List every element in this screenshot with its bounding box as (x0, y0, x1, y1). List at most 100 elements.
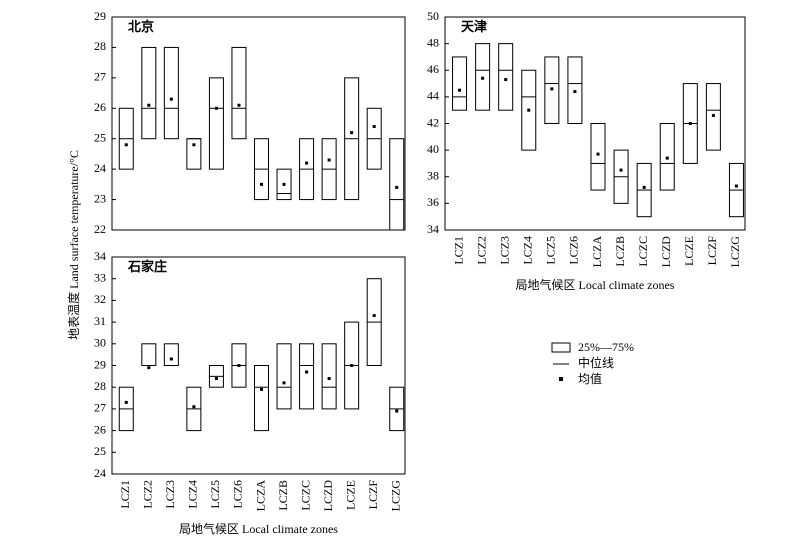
mean-dot (305, 370, 309, 374)
mean-dot (642, 185, 646, 189)
y-tick-label: 34 (94, 249, 106, 263)
y-tick-label: 26 (94, 422, 106, 436)
iqr-box (231, 46, 247, 140)
iqr-box (141, 343, 157, 366)
iqr-box (276, 343, 292, 410)
y-tick-label: 50 (427, 9, 439, 23)
iqr-box (452, 56, 468, 111)
mean-dot (214, 106, 218, 110)
x-tick-label: LCZE (682, 236, 696, 266)
y-tick-label: 36 (427, 195, 439, 209)
mean-dot (573, 90, 577, 94)
x-tick-label: LCZ3 (163, 480, 177, 509)
mean-dot (711, 114, 715, 118)
mean-dot (395, 409, 399, 413)
y-tick-label: 48 (427, 35, 439, 49)
mean-dot (192, 143, 196, 147)
iqr-box (163, 46, 179, 140)
mean-dot (260, 182, 263, 186)
x-tick-label: LCZ5 (208, 480, 222, 509)
legend-label: 中位线 (578, 355, 614, 370)
iqr-box (521, 69, 537, 151)
mean-dot (305, 161, 309, 165)
x-tick-label: LCZ3 (497, 236, 511, 265)
mean-dot (237, 364, 241, 367)
iqr-box (276, 168, 292, 201)
iqr-box (475, 43, 491, 111)
iqr-box (567, 56, 583, 124)
y-tick-label: 25 (94, 130, 106, 144)
y-tick-label: 46 (427, 62, 439, 76)
legend-box-icon (551, 342, 571, 353)
iqr-box (141, 46, 157, 140)
x-tick-label: LCZ4 (186, 480, 200, 509)
mean-dot (147, 366, 151, 370)
mean-dot (282, 182, 286, 186)
y-tick-label: 28 (94, 39, 106, 53)
y-axis-label: 地表温度 Land surface temperature/°C (66, 150, 81, 340)
y-tick-label: 25 (94, 444, 106, 458)
iqr-box (163, 343, 179, 366)
x-tick-label: LCZD (321, 480, 335, 512)
iqr-box (254, 365, 269, 432)
mean-dot (124, 400, 128, 404)
y-tick-label: 42 (427, 115, 439, 129)
x-tick-label: LCZA (253, 480, 267, 512)
y-tick-label: 31 (94, 314, 106, 328)
x-tick-label: LCZ1 (451, 236, 465, 265)
mean-dot (147, 103, 151, 107)
iqr-box (321, 343, 337, 410)
mean-dot (550, 87, 554, 91)
mean-dot (169, 357, 173, 361)
y-tick-label: 27 (94, 70, 106, 84)
mean-dot (282, 381, 286, 385)
mean-dot (372, 314, 376, 318)
mean-dot (192, 405, 196, 409)
iqr-box (299, 343, 315, 410)
panel-title: 北京 (128, 19, 154, 34)
mean-dot (214, 377, 218, 381)
iqr-box (659, 123, 675, 191)
mean-dot (619, 168, 623, 172)
y-tick-label: 24 (94, 466, 106, 480)
mean-dot (372, 125, 376, 129)
legend-dot-icon (559, 377, 563, 381)
y-tick-label: 29 (94, 357, 106, 371)
x-tick-label: LCZD (659, 236, 673, 268)
plot-frame (111, 16, 406, 231)
x-tick-label: LCZG (388, 480, 402, 512)
panel-title: 石家庄 (127, 259, 167, 274)
mean-dot (527, 108, 531, 112)
y-tick-label: 24 (94, 161, 106, 175)
legend-label: 25%—75% (578, 340, 634, 354)
x-tick-label: LCZB (613, 236, 627, 267)
y-tick-label: 38 (427, 169, 439, 183)
x-tick-label: LCZC (636, 236, 650, 267)
x-axis-label: 局地气候区 Local climate zones (179, 521, 338, 536)
x-tick-label: LCZ6 (231, 480, 245, 509)
x-tick-label: LCZ4 (521, 236, 535, 265)
y-tick-label: 32 (94, 292, 106, 306)
mean-dot (327, 158, 331, 162)
y-tick-label: 22 (94, 222, 106, 236)
x-tick-label: LCZG (728, 236, 742, 268)
iqr-box (208, 77, 224, 170)
y-tick-label: 23 (94, 191, 106, 205)
y-tick-label: 27 (94, 401, 106, 415)
mean-dot (260, 387, 263, 391)
y-tick-label: 34 (427, 222, 439, 236)
x-tick-label: LCZ5 (544, 236, 558, 265)
mean-dot (665, 156, 669, 160)
iqr-box (498, 43, 514, 111)
mean-dot (124, 143, 128, 147)
iqr-box (590, 123, 606, 191)
mean-dot (350, 131, 354, 135)
x-tick-label: LCZE (343, 480, 357, 510)
mean-dot (688, 122, 692, 125)
iqr-box (186, 138, 202, 170)
mean-dot (481, 76, 485, 80)
iqr-box (544, 56, 560, 124)
y-tick-label: 30 (94, 336, 106, 350)
mean-dot (596, 152, 600, 156)
